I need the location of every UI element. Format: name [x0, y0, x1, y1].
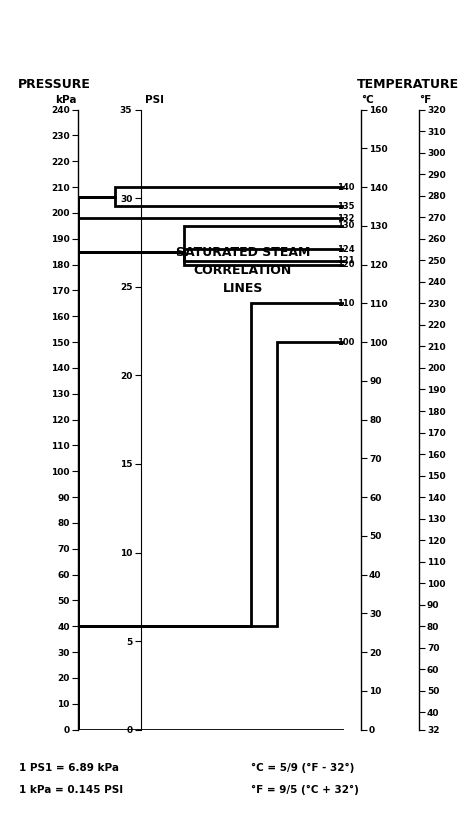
Text: 110: 110 [337, 299, 355, 308]
Text: °C = 5/9 (°F - 32°): °C = 5/9 (°F - 32°) [251, 763, 355, 773]
Text: °F = 9/5 (°C + 32°): °F = 9/5 (°C + 32°) [251, 785, 359, 795]
Text: 1 PS1 = 6.89 kPa: 1 PS1 = 6.89 kPa [19, 763, 119, 773]
Text: PSI: PSI [146, 95, 164, 105]
Text: PRESSURE: PRESSURE [18, 78, 91, 91]
Text: 130: 130 [337, 222, 355, 231]
Text: 135: 135 [337, 202, 355, 211]
Text: 140: 140 [337, 182, 355, 191]
Text: kPa: kPa [55, 95, 77, 105]
Text: 124: 124 [337, 245, 355, 254]
Text: °C: °C [361, 95, 374, 105]
Text: 120: 120 [337, 260, 355, 269]
Text: 121: 121 [337, 256, 355, 265]
Text: 1 kPa = 0.145 PSI: 1 kPa = 0.145 PSI [19, 785, 123, 795]
Text: 100: 100 [337, 338, 355, 347]
Text: °F: °F [419, 95, 431, 105]
Text: 132: 132 [337, 213, 355, 222]
Text: SATURATED STEAM
CORRELATION
LINES: SATURATED STEAM CORRELATION LINES [175, 246, 310, 295]
Text: TEMPERATURE: TEMPERATURE [356, 78, 459, 91]
